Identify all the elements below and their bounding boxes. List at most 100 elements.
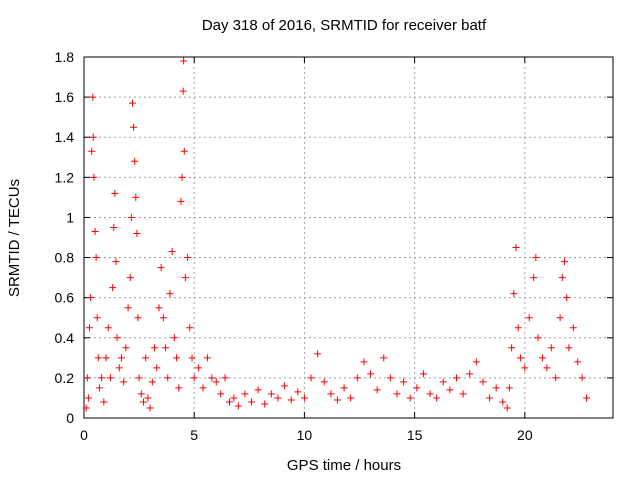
x-axis-label: GPS time / hours	[287, 457, 401, 474]
data-point	[274, 394, 282, 402]
data-point	[340, 384, 348, 392]
y-tick-label: 0.4	[55, 330, 75, 346]
data-point	[508, 344, 516, 352]
data-point	[419, 370, 427, 378]
data-point	[115, 364, 123, 372]
data-point	[347, 394, 355, 402]
data-point	[208, 374, 216, 382]
plot-frame	[83, 56, 614, 419]
data-point	[181, 274, 189, 282]
data-point	[130, 123, 138, 131]
data-point	[175, 384, 183, 392]
data-point	[140, 398, 148, 406]
data-point	[281, 382, 289, 390]
data-point	[168, 248, 176, 256]
data-point	[386, 374, 394, 382]
x-tick-label: 0	[80, 427, 88, 443]
data-points	[82, 57, 591, 412]
y-tick-label: 1.2	[55, 169, 75, 185]
data-point	[186, 324, 194, 332]
data-point	[492, 384, 500, 392]
data-point	[122, 344, 130, 352]
data-point	[92, 254, 100, 262]
data-point	[177, 197, 185, 205]
data-point	[525, 314, 533, 322]
data-point	[195, 364, 203, 372]
data-point	[89, 133, 97, 141]
data-point	[521, 364, 529, 372]
data-point	[94, 354, 102, 362]
data-point	[212, 378, 220, 386]
data-point	[82, 404, 90, 412]
y-tick-label: 0	[66, 410, 74, 426]
data-point	[173, 354, 181, 362]
data-point	[110, 223, 118, 231]
data-point	[294, 388, 302, 396]
data-point	[547, 344, 555, 352]
data-point	[367, 370, 375, 378]
data-point	[532, 254, 540, 262]
data-point	[126, 274, 134, 282]
data-point	[95, 384, 103, 392]
data-point	[446, 386, 454, 394]
data-point	[109, 284, 117, 292]
data-point	[453, 374, 461, 382]
data-point	[230, 394, 238, 402]
data-point	[563, 294, 571, 302]
data-point	[543, 364, 551, 372]
y-axis-label: SRMTID / TECUs	[6, 179, 23, 297]
data-point	[583, 394, 591, 402]
data-point	[93, 314, 101, 322]
data-point	[254, 386, 262, 394]
x-tick-label: 5	[190, 427, 198, 443]
data-point	[184, 254, 192, 262]
data-point	[155, 304, 163, 312]
data-point	[413, 384, 421, 392]
data-point	[100, 398, 108, 406]
data-point	[113, 334, 121, 342]
data-point	[111, 189, 119, 197]
data-point	[333, 396, 341, 404]
data-point	[217, 390, 225, 398]
y-tick-label: 1.6	[55, 89, 75, 105]
data-point	[300, 394, 308, 402]
data-point	[146, 404, 154, 412]
data-point	[314, 350, 322, 358]
y-tick-label: 1.8	[55, 49, 75, 65]
data-point	[459, 390, 467, 398]
data-point	[516, 354, 524, 362]
data-point	[530, 274, 538, 282]
x-tick-label: 15	[407, 427, 423, 443]
grid-layer	[84, 57, 613, 418]
data-point	[353, 374, 361, 382]
data-point	[248, 398, 256, 406]
ticks-layer: 0 0.2 0.4 0.6 0.8 1 1.2 1.4 1.6 1.8 0 5 10 15 20	[55, 49, 613, 443]
data-point	[221, 374, 229, 382]
data-point	[120, 378, 128, 386]
data-point	[510, 290, 518, 298]
data-point	[234, 402, 242, 410]
data-point	[89, 93, 97, 101]
data-point	[166, 290, 174, 298]
data-point	[83, 374, 91, 382]
data-point	[170, 334, 178, 342]
data-point	[406, 394, 414, 402]
data-point	[578, 374, 586, 382]
data-point	[159, 314, 167, 322]
data-point	[131, 157, 139, 165]
data-point	[433, 394, 441, 402]
data-point	[199, 384, 207, 392]
data-point	[178, 173, 186, 181]
data-point	[144, 394, 152, 402]
y-tick-label: 0.6	[55, 290, 75, 306]
data-point	[534, 334, 542, 342]
data-point	[157, 264, 165, 272]
data-point	[267, 390, 275, 398]
data-point	[503, 404, 511, 412]
data-point	[134, 314, 142, 322]
data-point	[225, 398, 233, 406]
data-point	[153, 364, 161, 372]
data-point	[360, 358, 368, 366]
data-point	[128, 99, 136, 107]
